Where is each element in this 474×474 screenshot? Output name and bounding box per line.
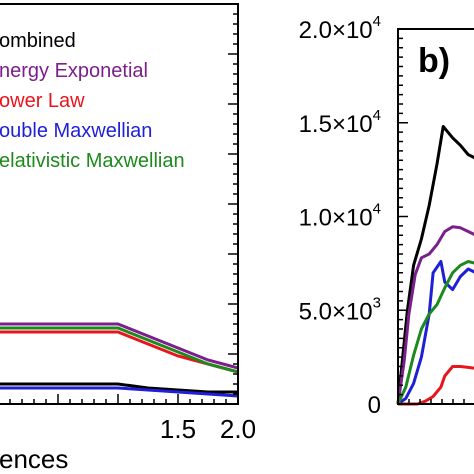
panel-a-x-tick-label: 2.0	[220, 414, 256, 444]
panel-a-series-line-2	[0, 322, 239, 370]
panel-b-label: b)	[418, 42, 450, 80]
panel-b-series-line-4	[397, 260, 474, 406]
panel-a-series-line-4	[0, 386, 239, 398]
panel-a: 1.5 2.0 ombined nergy Exponetial ower Law ou…	[0, 3, 256, 474]
panel-a-x-axis-label: ences	[0, 444, 68, 474]
panel-a-series-line-3	[0, 330, 239, 374]
panel-a-series-line-1	[0, 382, 238, 394]
panel-b-series-line-3	[398, 365, 474, 406]
panel-b-y-tick-label: 1.5×104	[299, 107, 381, 138]
panel-a-legend-entry: ower Law	[0, 90, 85, 112]
panel-a-legend-entry: elativistic Maxwellian	[0, 150, 185, 172]
panel-b-series	[396, 125, 474, 406]
panel-b-series-line-1	[396, 125, 474, 405]
panel-a-series	[0, 322, 239, 398]
panel-b-ticks: 0 5.0×103 1.0×104 1.5×104 2.0×104	[299, 13, 465, 419]
panel-a-ticks: 1.5 2.0	[9, 3, 256, 444]
panel-b-frame	[397, 28, 474, 405]
panel-a-legend-entry: ombined	[0, 30, 76, 52]
panel-b-y-tick-label: 0	[368, 392, 381, 419]
panel-b-series-line-5	[396, 260, 474, 405]
panel-b-series-line-2	[396, 225, 474, 405]
panel-b-y-tick-label: 2.0×104	[299, 13, 381, 44]
panel-b-y-tick-label: 5.0×103	[299, 294, 381, 325]
panel-a-x-tick-label: 1.5	[160, 414, 196, 444]
panel-b-y-tick-label: 1.0×104	[299, 201, 381, 232]
panel-b: 0 5.0×103 1.0×104 1.5×104 2.0×104 b)	[299, 13, 474, 419]
panel-a-legend: ombined nergy Exponetial ower Law ouble Max…	[0, 30, 185, 172]
panel-a-legend-entry: ouble Maxwellian	[0, 120, 152, 142]
panel-a-legend-entry: nergy Exponetial	[0, 60, 148, 82]
panel-a-series-line-5	[0, 326, 239, 374]
